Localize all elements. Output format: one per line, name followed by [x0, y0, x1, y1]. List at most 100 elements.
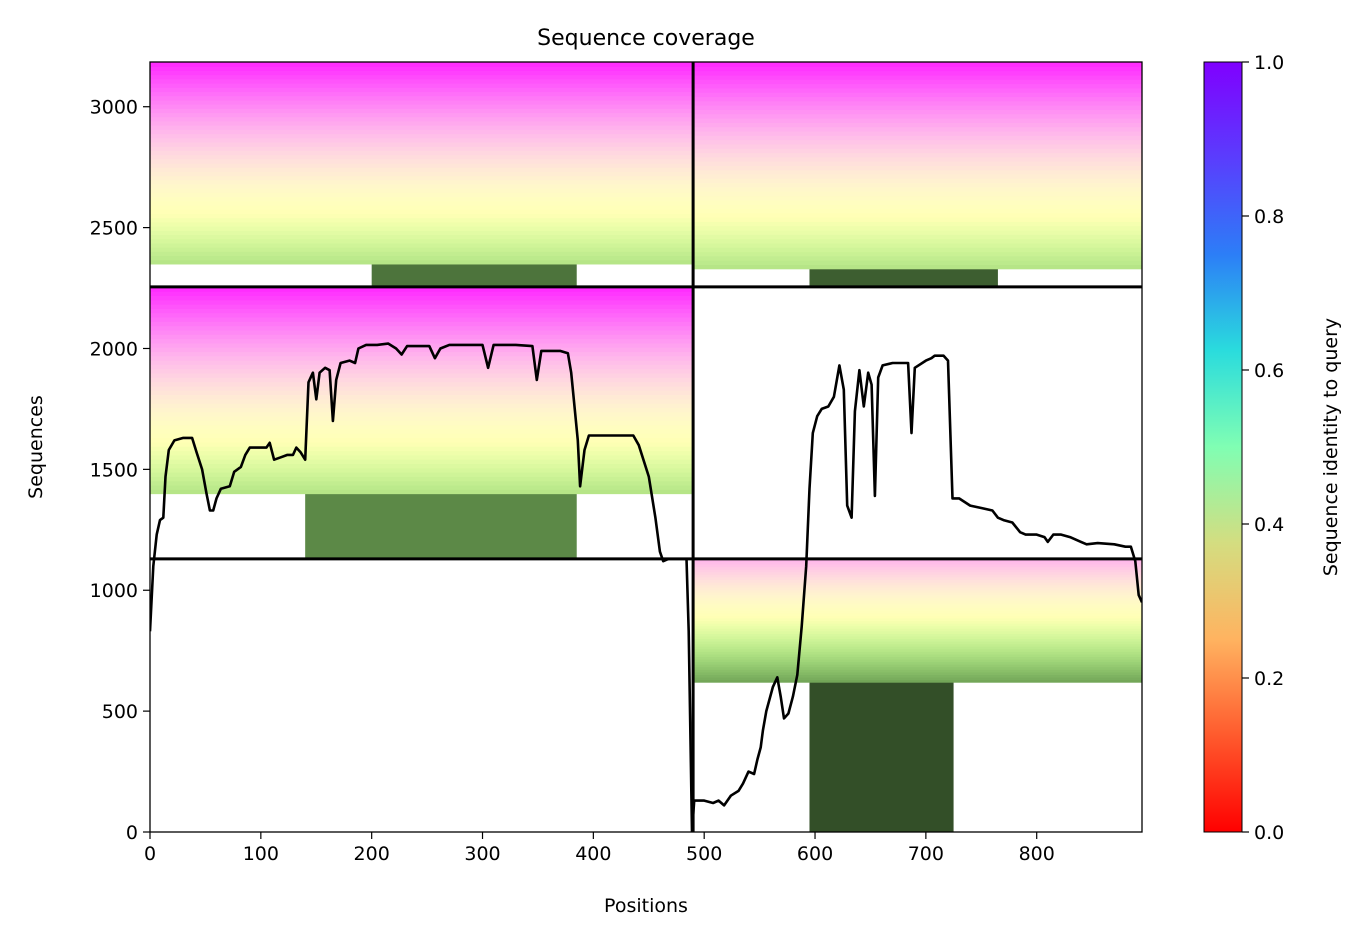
heatmap-band: [150, 162, 694, 168]
heatmap-band: [150, 385, 694, 391]
heatmap-band: [150, 463, 694, 469]
heatmap-band: [150, 70, 694, 76]
heatmap-band: [150, 312, 694, 318]
heatmap-band: [693, 92, 1142, 98]
heatmap-band: [693, 638, 1142, 642]
heatmap-band: [150, 125, 694, 130]
heatmap-band: [693, 571, 1142, 575]
heatmap-band: [693, 581, 1142, 586]
heatmap-band: [693, 602, 1142, 606]
heatmap-band: [693, 558, 1142, 562]
heatmap-band: [150, 137, 694, 143]
heatmap-band: [693, 148, 1142, 154]
heatmap-block-4: [809, 682, 954, 832]
heatmap-band: [693, 186, 1142, 192]
heatmap-band: [150, 334, 694, 340]
heatmap-band: [150, 238, 694, 244]
heatmap-band: [693, 617, 1142, 622]
y-tick-label: 1000: [90, 580, 138, 602]
heatmap-band: [150, 321, 694, 327]
heatmap-band: [693, 643, 1142, 647]
heatmap-band: [693, 653, 1142, 658]
heatmap-band: [693, 594, 1142, 598]
heatmap-band: [150, 200, 694, 206]
heatmap-band: [693, 599, 1142, 604]
heatmap-block-0: [305, 493, 577, 559]
heatmap-band: [150, 441, 694, 447]
heatmap-band: [150, 150, 694, 156]
heatmap-band: [150, 183, 694, 189]
heatmap-band: [150, 433, 694, 439]
heatmap-block-1: [150, 286, 694, 495]
heatmap-band: [150, 316, 694, 322]
heatmap-band: [150, 204, 694, 210]
heatmap-band: [693, 96, 1142, 102]
heatmap-band: [693, 607, 1142, 611]
heatmap-block-3: [150, 62, 694, 265]
heatmap-band: [150, 259, 694, 265]
heatmap-band: [150, 372, 694, 378]
heatmap-band: [150, 411, 694, 417]
heatmap-band: [150, 154, 694, 160]
heatmap-band: [150, 407, 694, 413]
heatmap-band: [150, 454, 694, 460]
plot-frame: [149, 61, 1143, 833]
x-tick-label: 700: [908, 843, 944, 865]
heatmap-band: [150, 78, 694, 84]
chain-boundaries: [150, 62, 1142, 832]
coverage-line: [150, 342, 1142, 832]
heatmap-band: [693, 623, 1142, 627]
heatmap-band: [693, 117, 1142, 123]
heatmap-band: [693, 260, 1142, 265]
heatmap-band: [693, 126, 1142, 132]
heatmap-band: [693, 173, 1142, 179]
heatmap-band: [693, 221, 1142, 227]
heatmap-band: [150, 247, 694, 252]
x-tick-label: 800: [1019, 843, 1055, 865]
heatmap-band: [693, 620, 1142, 624]
heatmap-band: [150, 329, 694, 335]
y-tick-label: 2500: [90, 218, 138, 240]
heatmap-band: [150, 192, 694, 198]
colorbar-tick-label: 0.2: [1254, 668, 1284, 690]
heatmap-band: [693, 113, 1142, 119]
heatmap-band: [150, 62, 694, 67]
heatmap-band: [693, 62, 1142, 67]
heatmap-band: [150, 95, 694, 101]
heatmap-band: [693, 182, 1142, 188]
heatmap-block-5: [693, 558, 1142, 683]
heatmap-band: [150, 141, 694, 147]
heatmap-band: [150, 424, 694, 430]
heatmap-band: [150, 196, 694, 202]
x-tick-label: 100: [243, 843, 279, 865]
y-tick-label: 500: [102, 701, 138, 723]
heatmap-band: [150, 167, 694, 172]
heatmap-band: [693, 161, 1142, 166]
heatmap-band: [693, 79, 1142, 85]
heatmap-band: [150, 120, 694, 126]
heatmap-band: [693, 100, 1142, 106]
x-tick-label: 0: [144, 843, 156, 865]
x-axis-ticks: 0 100 200 300 400 500 600 700 800: [144, 832, 1055, 865]
colorbar-label: Sequence identity to query: [1320, 318, 1342, 576]
heatmap-band: [693, 66, 1142, 72]
heatmap-band: [150, 437, 694, 443]
heatmap-band: [150, 91, 694, 97]
heatmap-band: [693, 615, 1142, 619]
heatmap-block-7: [693, 62, 1142, 270]
y-tick-label: 1500: [90, 459, 138, 481]
heatmap-band: [150, 242, 694, 248]
y-tick-label: 0: [126, 822, 138, 844]
heatmap-band: [150, 234, 694, 240]
x-tick-label: 600: [797, 843, 833, 865]
heatmap-band: [693, 264, 1142, 270]
heatmap-band: [150, 217, 694, 223]
heatmap-band: [150, 188, 694, 193]
heatmap-band: [693, 191, 1142, 197]
colorbar-tick-label: 0.0: [1254, 822, 1284, 844]
heatmap-band: [150, 381, 694, 387]
heatmap-band: [150, 304, 694, 309]
heatmap-band: [693, 671, 1142, 676]
heatmap-band: [693, 576, 1142, 580]
